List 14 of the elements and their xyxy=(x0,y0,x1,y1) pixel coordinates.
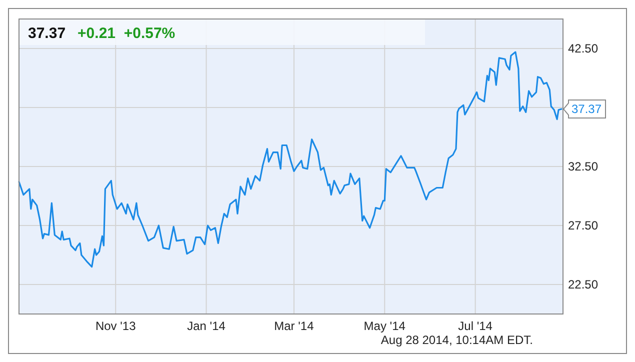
y-tick-label: 42.50 xyxy=(568,42,598,56)
x-tick-label: Jul '14 xyxy=(458,319,493,333)
y-tick-label: 27.50 xyxy=(568,218,598,233)
x-tick-label: Mar '14 xyxy=(274,319,314,333)
x-tick-label: Jan '14 xyxy=(187,319,226,333)
y-tick-label: 32.50 xyxy=(568,160,598,174)
y-tick-label: 22.50 xyxy=(568,278,598,292)
x-tick-label: May '14 xyxy=(364,319,406,333)
line-series xyxy=(18,51,562,268)
chart-title: 37.37 xyxy=(28,25,66,42)
chart-subtitle: +0.21 +0.57% xyxy=(78,25,176,42)
x-tick-label: Nov '13 xyxy=(95,319,136,333)
annotation: 37.37 xyxy=(572,102,602,116)
text: Aug 28 2014, 10:14AM EDT. xyxy=(380,333,533,347)
